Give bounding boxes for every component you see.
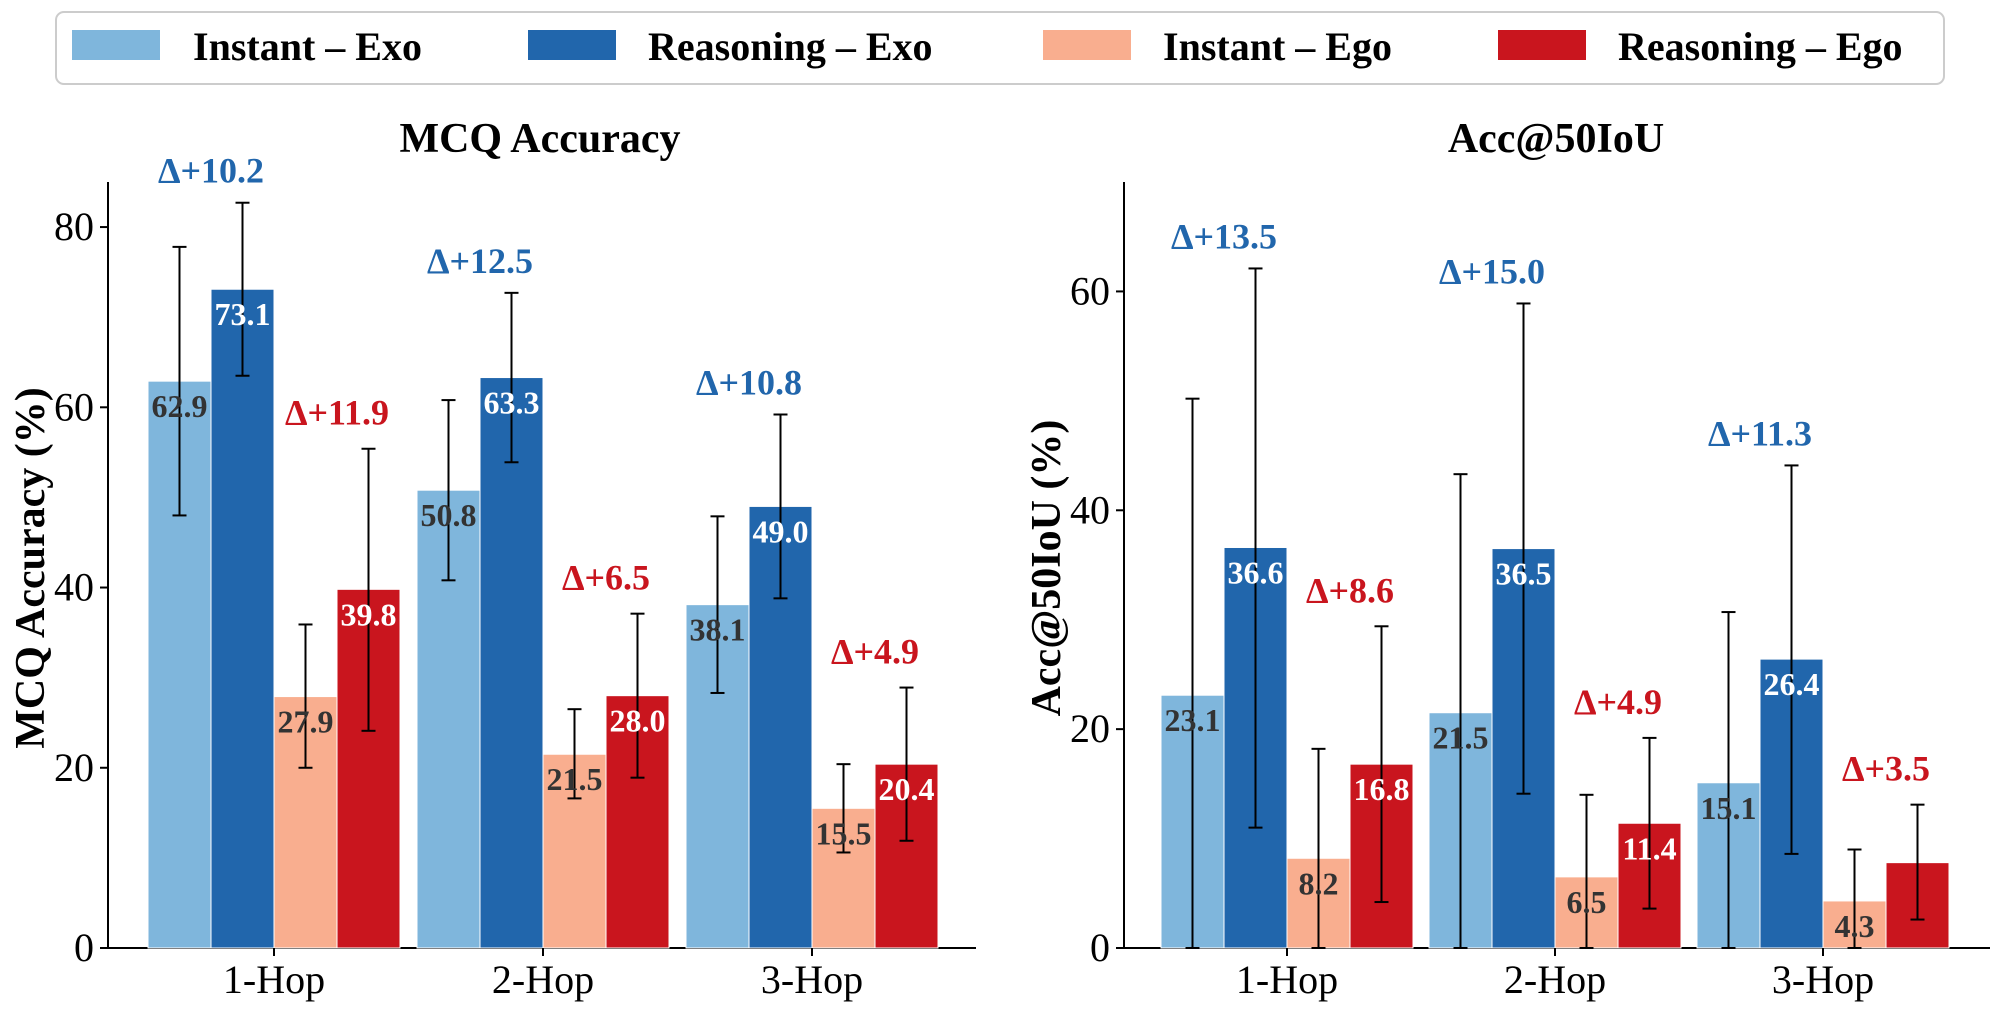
x-tick-label: 3-Hop: [1772, 957, 1874, 1002]
legend-swatch-instant-exo: [72, 30, 160, 60]
bar-value-label: 11.4: [1622, 830, 1676, 866]
bar-value-label: 50.8: [421, 497, 477, 533]
x-tick-label: 1-Hop: [223, 957, 325, 1002]
y-tick-label: 80: [54, 204, 94, 249]
delta-ego-label: Δ+4.9: [831, 632, 919, 672]
y-tick-label: 60: [1070, 268, 1110, 313]
bar-value-label: 36.5: [1496, 556, 1552, 592]
error-bar-reasoning-ego-1-hop: [1374, 625, 1389, 904]
y-tick-label: 20: [54, 745, 94, 790]
error-bar-reasoning-exo-3-hop: [1784, 464, 1799, 855]
error-bar-instant-exo-1-hop: [1185, 397, 1200, 949]
bar-value-label: 8.2: [1299, 865, 1339, 901]
panel-title-acc-50iou: Acc@50IoU: [1448, 116, 1664, 162]
x-tick-label: 2-Hop: [1504, 957, 1606, 1002]
bar-value-label: 15.1: [1701, 790, 1757, 826]
error-bar-reasoning-ego-2-hop: [1642, 736, 1657, 910]
y-tick-label: 40: [54, 565, 94, 610]
legend-label-reasoning-exo: Reasoning – Exo: [648, 24, 933, 69]
legend-swatch-reasoning-ego: [1498, 30, 1586, 60]
error-bar-reasoning-exo-2-hop: [1516, 302, 1531, 795]
panel-mcq-accuracy: MCQ Accuracy MCQ Accuracy (%) 0 20 40 60 80 6…: [8, 116, 976, 1002]
legend: Instant – Exo Reasoning – Exo Instant – …: [55, 11, 1945, 85]
delta-exo-label: Δ+11.3: [1708, 413, 1812, 453]
error-bar-reasoning-ego-3-hop: [899, 686, 914, 842]
bar-value-label: 23.1: [1165, 702, 1221, 738]
bar-value-label: 4.3: [1835, 908, 1875, 944]
delta-exo-label: Δ+13.5: [1171, 216, 1277, 256]
error-bar-reasoning-exo-2-hop: [504, 291, 519, 464]
bar-value-label: 63.3: [484, 385, 540, 421]
error-bar-reasoning-exo-3-hop: [773, 413, 788, 600]
error-bar-instant-ego-3-hop: [1847, 848, 1862, 949]
delta-ego-label: Δ+6.5: [562, 558, 650, 598]
legend-label-instant-exo: Instant – Exo: [193, 24, 422, 69]
error-bar-reasoning-exo-1-hop: [1248, 267, 1263, 829]
bar-value-label: 36.6: [1228, 554, 1284, 590]
bar-value-label: 20.4: [879, 771, 935, 807]
bar-reasoning-exo-1-hop: [210, 288, 275, 949]
bar-value-label: 21.5: [547, 761, 603, 797]
delta-exo-label: Δ+10.2: [158, 151, 264, 191]
error-bar-instant-ego-3-hop: [836, 763, 851, 854]
bar-reasoning-exo-2-hop: [479, 377, 544, 949]
bar-reasoning-ego-1-hop: [336, 588, 401, 949]
error-bar-instant-exo-2-hop: [1453, 473, 1468, 949]
panel-title-mcq-accuracy: MCQ Accuracy: [399, 116, 680, 162]
bar-value-label: 26.4: [1764, 666, 1820, 702]
delta-exo-label: Δ+12.5: [427, 241, 533, 281]
delta-ego-label: Δ+3.5: [1842, 749, 1930, 789]
delta-exo-label: Δ+10.8: [696, 363, 802, 403]
bar-value-label: 6.5: [1567, 884, 1607, 920]
delta-ego-label: Δ+8.6: [1306, 570, 1394, 610]
error-bar-instant-exo-3-hop: [1721, 611, 1736, 949]
y-tick-label: 20: [1070, 706, 1110, 751]
bar-value-label: 16.8: [1354, 771, 1410, 807]
bar-value-label: 15.5: [816, 815, 872, 851]
bar-value-label: 62.9: [152, 388, 208, 424]
y-axis-label-mcq-accuracy: MCQ Accuracy (%): [8, 387, 54, 749]
y-tick-label: 40: [1070, 487, 1110, 532]
legend-label-instant-ego: Instant – Ego: [1163, 24, 1392, 69]
legend-swatch-reasoning-exo: [528, 30, 616, 60]
error-bar-instant-exo-1-hop: [172, 245, 187, 517]
y-tick-label: 60: [54, 384, 94, 429]
error-bar-instant-ego-1-hop: [298, 623, 313, 769]
error-bar-reasoning-ego-2-hop: [630, 612, 645, 779]
delta-ego-label: Δ+4.9: [1574, 682, 1662, 722]
legend-label-reasoning-ego: Reasoning – Ego: [1618, 24, 1903, 69]
error-bar-instant-ego-2-hop: [567, 708, 582, 800]
error-bar-reasoning-ego-3-hop: [1910, 803, 1925, 921]
panel-acc-50iou: Acc@50IoU Acc@50IoU (%) 0 20 40 60 23.1 36.6 8…: [1024, 116, 1990, 1002]
error-bar-instant-exo-2-hop: [441, 399, 456, 582]
y-axis-label-acc-50iou: Acc@50IoU (%): [1024, 420, 1070, 717]
error-bar-instant-ego-1-hop: [1311, 747, 1326, 949]
bar-value-label: 27.9: [278, 704, 334, 740]
bar-value-label: 49.0: [753, 513, 809, 549]
y-tick-label: 0: [1090, 925, 1110, 970]
bar-value-label: 21.5: [1433, 720, 1489, 756]
x-tick-label: 2-Hop: [492, 957, 594, 1002]
error-bar-reasoning-ego-1-hop: [361, 447, 376, 732]
error-bar-instant-ego-2-hop: [1579, 793, 1594, 949]
x-tick-label: 3-Hop: [761, 957, 863, 1002]
y-tick-label: 0: [74, 925, 94, 970]
plot-area-mcq-accuracy: 0 20 40 60 80 62.9 73.1 27.9 39.8 Δ+10.2 Δ+11.9 1-H…: [54, 151, 976, 1002]
error-bar-reasoning-exo-1-hop: [235, 201, 250, 377]
legend-swatch-instant-ego: [1043, 30, 1131, 60]
plot-area-acc-50iou: 0 20 40 60 23.1 36.6 8.2 16.8 Δ+13.5 Δ+8.6 1-Hop 21…: [1070, 182, 1990, 1002]
error-bar-instant-exo-3-hop: [710, 515, 725, 694]
bar-value-label: 39.8: [341, 596, 397, 632]
bar-value-label: 73.1: [215, 296, 271, 332]
bar-value-label: 38.1: [690, 612, 746, 648]
delta-exo-label: Δ+15.0: [1439, 251, 1545, 291]
delta-ego-label: Δ+11.9: [285, 393, 389, 433]
x-tick-label: 1-Hop: [1236, 957, 1338, 1002]
bar-value-label: 28.0: [610, 703, 666, 739]
